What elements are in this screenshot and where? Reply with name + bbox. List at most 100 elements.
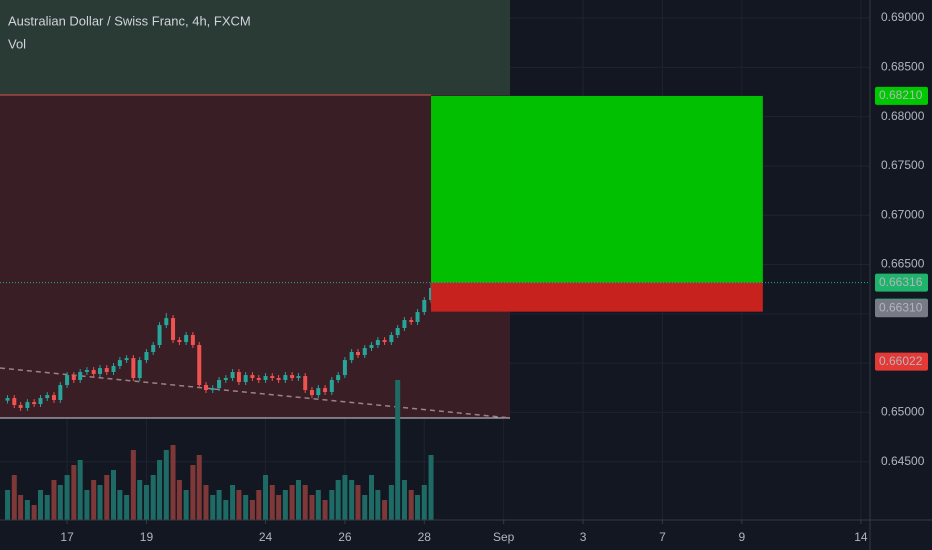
candle-body (263, 376, 268, 380)
candle-body (210, 388, 215, 391)
candle-body (190, 335, 195, 345)
volume-bar (362, 495, 368, 520)
price-label-box (875, 273, 928, 292)
volume-bar (143, 485, 149, 520)
candle-body (349, 351, 354, 361)
candle-body (316, 388, 321, 396)
candle-body (409, 320, 414, 323)
candle-body (203, 385, 208, 391)
volume-bar (282, 490, 288, 520)
x-tick-label: 26 (338, 530, 352, 544)
volume-bar (111, 470, 117, 520)
volume-bar (421, 485, 427, 520)
x-tick-label: 19 (140, 530, 154, 544)
candle-body (65, 375, 70, 386)
candle-body (164, 318, 169, 326)
candle-body (171, 318, 176, 341)
candle-body (356, 351, 361, 356)
candle-body (375, 340, 380, 345)
volume-bar (355, 485, 361, 520)
volume-bar (401, 480, 407, 520)
candle-body (309, 390, 314, 396)
candle-body (296, 376, 301, 379)
candle-body (104, 368, 109, 373)
volume-bar (302, 485, 308, 520)
candle-body (18, 405, 23, 408)
y-tick-label: 0.68500 (881, 60, 925, 74)
volume-bar (322, 500, 328, 520)
volume-bar (117, 490, 123, 520)
candle-body (329, 379, 334, 393)
candle-body (389, 335, 394, 343)
candle-body (177, 340, 182, 343)
volume-bar (408, 490, 414, 520)
candle-body (124, 358, 129, 361)
volume-bar (104, 475, 110, 520)
volume-bar (124, 495, 130, 520)
y-tick-label: 0.67500 (881, 158, 925, 172)
axes: 0.69000 0.68500 0.68000 0.67500 0.67000 0.665… (60, 10, 928, 544)
volume-bar (256, 490, 262, 520)
y-tick-label: 0.69000 (881, 10, 925, 24)
volume-bar (375, 490, 381, 520)
candle-body (290, 375, 295, 379)
candle-body (184, 335, 189, 343)
candle-body (5, 398, 10, 401)
volume-bar (382, 500, 388, 520)
volume-bar (18, 495, 24, 520)
volume-bar (137, 480, 143, 520)
volume-bar (428, 455, 434, 520)
candle-body (91, 370, 96, 374)
zone-upper (0, 0, 510, 95)
volume-bar (157, 460, 163, 520)
candle-body (217, 379, 222, 389)
chart-title: Australian Dollar / Swiss Franc, 4h, FXC… (8, 13, 251, 28)
volume-bar (236, 490, 242, 520)
price-label: 0.68210 (879, 88, 923, 102)
volume-bar (276, 495, 282, 520)
candle-body (223, 378, 228, 380)
volume-bar (329, 490, 335, 520)
volume-bar (289, 485, 295, 520)
volume-bar (368, 475, 374, 520)
volume-bar (315, 490, 321, 520)
volume-bar (11, 475, 17, 520)
price-label-box (875, 299, 928, 318)
y-tick-label: 0.65000 (881, 405, 925, 419)
volume-bar (249, 500, 255, 520)
candle-body (157, 325, 162, 345)
volume-bar (295, 480, 301, 520)
price-label-box (875, 352, 928, 371)
candle-body (137, 360, 142, 379)
volume-bar (24, 500, 30, 520)
candle-body (25, 402, 30, 408)
volume-bar (71, 465, 77, 520)
time-axis (0, 520, 932, 550)
candle-body (402, 320, 407, 329)
x-tick-label: Sep (493, 530, 515, 544)
trend-line (0, 367, 511, 419)
volume-bar (176, 480, 182, 520)
y-tick-label: 0.67000 (881, 207, 925, 221)
candle-body (131, 358, 136, 379)
volume-bar (183, 490, 189, 520)
candle-body (12, 398, 17, 406)
y-tick-label: 0.66500 (881, 257, 925, 271)
volume-title: Vol (8, 36, 26, 51)
x-tick-label: 24 (259, 530, 273, 544)
volume-bar (97, 485, 103, 520)
candle-body (236, 372, 241, 383)
volume-bar (230, 485, 236, 520)
candle-body (250, 375, 255, 379)
x-tick-label: 14 (854, 530, 868, 544)
volume-bar (243, 495, 249, 520)
candle-body (78, 372, 83, 380)
volume-bar (130, 450, 136, 520)
volume-bar (190, 465, 196, 520)
volume-bar (309, 495, 315, 520)
candle-body (415, 312, 420, 323)
volume-bar (44, 495, 50, 520)
candle-body (382, 340, 387, 343)
candle-body (342, 360, 347, 376)
candle-body (117, 360, 122, 366)
